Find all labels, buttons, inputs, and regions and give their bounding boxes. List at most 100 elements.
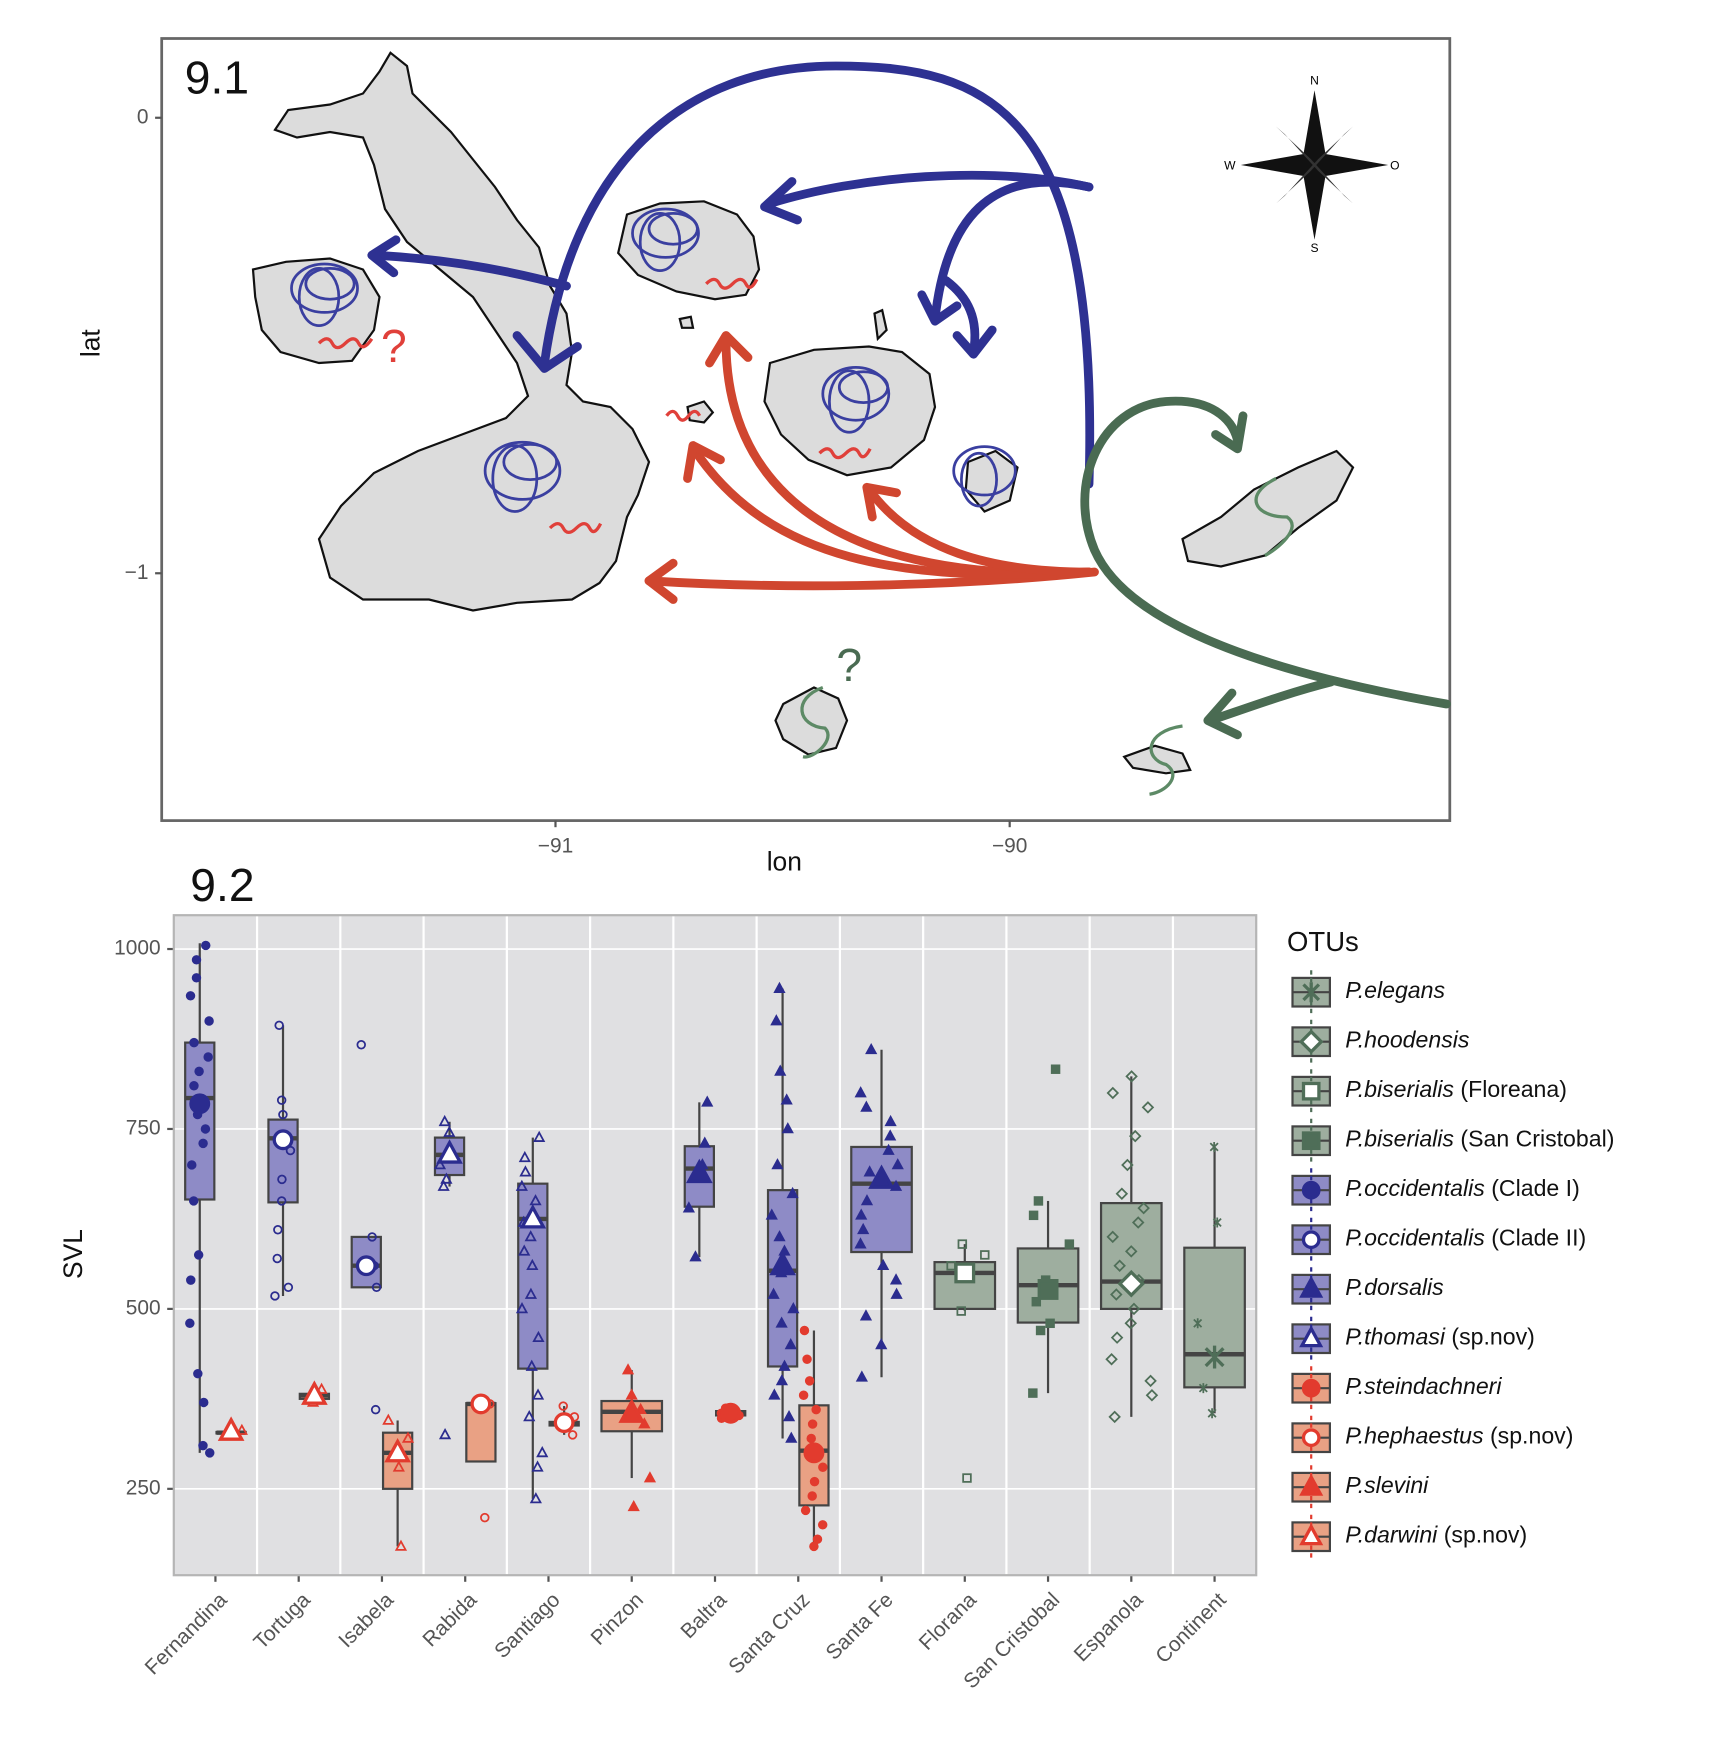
mean-marker [470, 1393, 492, 1415]
point [531, 1460, 544, 1472]
point [1145, 1389, 1159, 1402]
point [1121, 1158, 1134, 1172]
y-tick-label: 750 [126, 1116, 161, 1139]
point [185, 1318, 195, 1329]
x-tick-label: Santiago [490, 1588, 565, 1663]
point [1106, 1086, 1120, 1100]
arrows [367, 61, 1451, 740]
x-tick-label: −91 [538, 835, 573, 858]
point [1127, 1302, 1141, 1316]
point [962, 1473, 972, 1483]
legend-label: P.steindachneri [1345, 1373, 1502, 1399]
point [277, 1174, 287, 1185]
legend-entry: P.hephaestus (sp.nov) [1291, 1415, 1573, 1460]
point [800, 1505, 811, 1516]
point [682, 1201, 695, 1213]
point [689, 1250, 702, 1262]
point [529, 1194, 542, 1206]
legend-marker [1301, 1428, 1321, 1448]
mean-marker [217, 1416, 245, 1441]
point [440, 1172, 453, 1184]
point [890, 1287, 903, 1299]
mean-marker [436, 1139, 463, 1164]
mean-marker [618, 1398, 646, 1423]
point [437, 1179, 450, 1191]
point [1131, 1216, 1145, 1229]
point [1035, 1325, 1046, 1336]
point [524, 1287, 538, 1299]
point [765, 1208, 778, 1220]
point [802, 1354, 812, 1365]
mean-marker [384, 1437, 411, 1463]
point [529, 1492, 542, 1504]
point [775, 1316, 788, 1328]
panel-label: 9.2 [190, 859, 254, 911]
point [855, 1370, 868, 1382]
compass-label: O [1390, 158, 1399, 172]
point [1144, 1374, 1157, 1388]
compass-label: W [1224, 158, 1236, 172]
x-tick-label: Santa Cruz [724, 1588, 814, 1678]
legend-label: P.darwini (sp.nov) [1345, 1522, 1527, 1548]
y-tick-label: 500 [126, 1296, 161, 1319]
mean-marker [1204, 1345, 1225, 1369]
point [773, 1230, 786, 1242]
point [1198, 1383, 1208, 1394]
legend-label: P.occidentalis (Clade I) [1345, 1175, 1579, 1201]
point [518, 1244, 531, 1256]
point [438, 1114, 451, 1127]
point [283, 1282, 294, 1293]
point [1105, 1353, 1118, 1366]
point [276, 1196, 287, 1206]
point [860, 1100, 873, 1112]
island-baltra [873, 308, 888, 342]
point [273, 1224, 283, 1235]
mean-marker [301, 1380, 328, 1405]
point [775, 1374, 789, 1386]
point [1110, 1331, 1124, 1344]
figure-body: N W O S ? ? 9.1 lon lat −91 −90 0 −1 250 500… [58, 37, 1614, 1693]
legend-label: P.dorsalis [1345, 1274, 1444, 1300]
island-isabela [273, 51, 651, 612]
point [860, 1194, 874, 1206]
legend-entry: P.biserialis (San Cristobal) [1291, 1118, 1614, 1163]
point [518, 1150, 531, 1163]
point [188, 1196, 199, 1206]
point [1045, 1318, 1055, 1329]
legend-title: OTUs [1287, 926, 1359, 957]
point [1050, 1064, 1061, 1074]
mean-marker [954, 1262, 976, 1284]
y-tick-label: 250 [126, 1476, 161, 1499]
point [1110, 1288, 1123, 1301]
legend-marker [1301, 1378, 1321, 1398]
point [525, 1359, 538, 1371]
mean-marker [803, 1442, 825, 1464]
point [1137, 1201, 1150, 1215]
x-tick-label: Tortuga [249, 1588, 315, 1654]
legend-entry: P.occidentalis (Clade I) [1291, 1168, 1580, 1213]
y-tick-label: 0 [137, 105, 149, 128]
legend-label: P.hoodensis [1345, 1027, 1470, 1053]
legend-marker [1301, 1081, 1321, 1101]
point [891, 1158, 904, 1170]
point [809, 1476, 820, 1487]
point [523, 1410, 536, 1422]
point [798, 1390, 809, 1400]
point [807, 1491, 817, 1501]
point [627, 1499, 640, 1512]
mean-marker [769, 1250, 796, 1276]
point [782, 1410, 796, 1422]
point [638, 1417, 651, 1429]
legend-marker [1301, 1230, 1321, 1250]
legend-marker [1299, 1325, 1324, 1348]
x-tick-label: Baltra [676, 1588, 731, 1643]
legend-entry: P.slevini [1291, 1465, 1429, 1510]
point [812, 1534, 823, 1544]
point [865, 1042, 878, 1055]
point [1028, 1210, 1039, 1221]
point [857, 1222, 870, 1235]
point [817, 1520, 828, 1530]
point [480, 1512, 490, 1523]
legend-label: P.elegans [1345, 977, 1445, 1003]
snakes [290, 207, 1294, 796]
